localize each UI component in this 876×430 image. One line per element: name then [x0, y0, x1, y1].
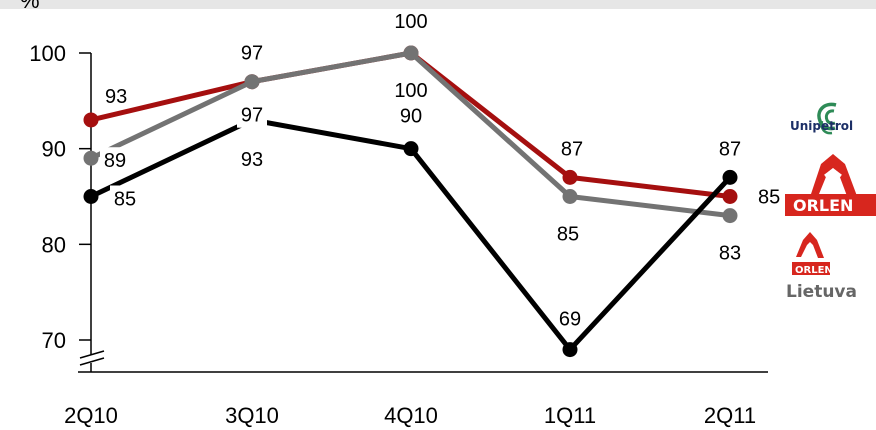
x-tick-label: 4Q10 [384, 403, 438, 428]
series-group [83, 45, 738, 224]
orlen-logo-bar [785, 194, 876, 216]
data-point [722, 169, 738, 185]
data-point [83, 112, 99, 128]
data-point [403, 141, 419, 157]
data-label: 85 [110, 185, 140, 212]
data-label: 90 [400, 106, 422, 128]
data-label-text: 83 [719, 243, 741, 265]
data-label-text: 87 [719, 138, 741, 160]
data-label: 87 [719, 138, 741, 160]
x-tick-label: 1Q11 [544, 403, 596, 428]
data-label-text: 87 [561, 138, 583, 160]
data-label: 100 [394, 80, 427, 102]
data-label-box [110, 185, 140, 212]
data-point [403, 45, 419, 61]
unit-label: % [20, 0, 40, 13]
data-point [244, 74, 260, 90]
data-label-box [100, 147, 130, 174]
data-label: 85 [557, 224, 579, 246]
data-point [722, 189, 738, 204]
data-label: 85 [758, 187, 780, 209]
data-label-text: 85 [557, 224, 579, 246]
data-label-text: 100 [394, 11, 427, 33]
data-label-text: 85 [758, 187, 780, 209]
unipetrol-logo-text: Unipetrol [790, 119, 853, 133]
data-label-text: 97 [241, 105, 263, 127]
data-label-text: 85 [114, 189, 136, 211]
data-label: 69 [559, 309, 581, 331]
x-tick-label: 3Q10 [225, 403, 279, 428]
x-tick-labels: 2Q10 3Q10 4Q10 1Q11 2Q11 [64, 403, 756, 428]
data-label: 93 [105, 86, 127, 108]
unipetrol-logo: Unipetrol [790, 102, 853, 135]
series-line [89, 50, 731, 219]
data-label: 89 [100, 147, 130, 174]
y-tick-labels: 70 80 90 100 [29, 41, 66, 353]
orlen-lietuva-text: Lietuva [786, 282, 857, 302]
orlen-logo-text: ORLEN [793, 196, 853, 215]
data-label: 87 [561, 138, 583, 160]
axis-break-mark [79, 357, 105, 366]
y-tick-label: 80 [42, 232, 66, 257]
data-point [722, 208, 738, 224]
data-labels-layer: 93 97 100 87 85 89 97 100 85 83 85 93 90 69 87 [100, 11, 780, 331]
data-label-text: 90 [400, 106, 422, 128]
data-label: 100 [394, 11, 427, 33]
y-tick-label: 90 [42, 137, 66, 162]
data-label-text: 93 [241, 149, 263, 171]
orlen-lietuva-logo: ORLEN Lietuva [786, 232, 857, 302]
orlen-lietuva-bar [792, 262, 830, 275]
data-label: 93 [241, 149, 263, 171]
data-point [562, 189, 578, 204]
data-point [562, 342, 578, 358]
data-label-text: 100 [394, 80, 427, 102]
data-label-text: 93 [105, 86, 127, 108]
orlen-lietuva-eagle-icon [796, 232, 824, 258]
data-label-text: 97 [241, 43, 263, 65]
data-label-box [237, 101, 267, 128]
orlen-eagle-icon [811, 154, 857, 196]
data-point [83, 150, 99, 166]
data-point [83, 189, 99, 204]
data-label: 83 [719, 243, 741, 265]
series-layer [83, 45, 738, 358]
unipetrol-swirl-icon [817, 102, 837, 135]
orlen-lietuva-orlen-text: ORLEN [795, 265, 833, 276]
y-tick-label: 70 [42, 328, 66, 353]
x-tick-label: 2Q11 [704, 403, 756, 428]
top-strip [0, 0, 876, 9]
series-group [83, 112, 738, 358]
data-label-text: 69 [559, 309, 581, 331]
y-tick-label: 100 [29, 41, 66, 66]
data-point [562, 169, 578, 185]
data-label: 97 [237, 101, 267, 128]
data-label: 97 [241, 43, 263, 65]
x-tick-label: 2Q10 [64, 403, 118, 428]
data-label-text: 89 [104, 150, 126, 172]
axis-break-mark [79, 350, 105, 359]
orlen-logo: ORLEN [785, 154, 876, 216]
